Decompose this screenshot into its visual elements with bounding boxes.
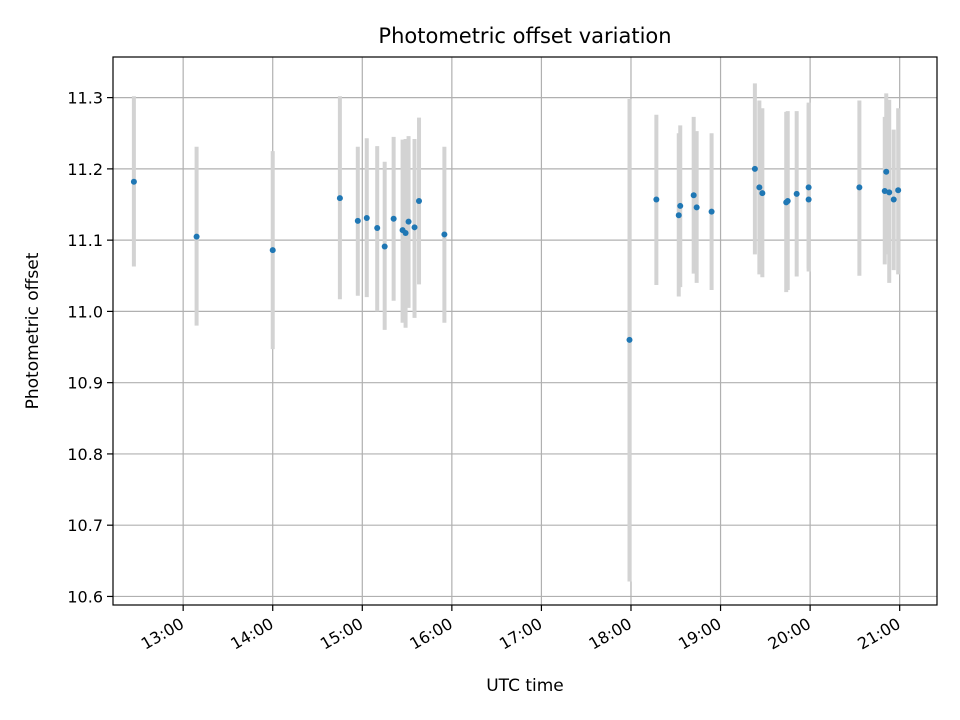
chart-title: Photometric offset variation [378,24,671,48]
data-point [653,196,660,203]
y-tick-label: 11.1 [67,231,103,250]
data-point [390,215,397,222]
data-points [130,165,902,343]
data-point [336,195,343,202]
data-point [856,184,863,191]
data-point [416,197,423,204]
data-point [411,224,418,231]
data-point [756,184,763,191]
data-point [626,336,633,343]
data-point [677,202,684,209]
data-point [193,233,200,240]
data-point [805,196,812,203]
data-point [441,231,448,238]
y-tick-label: 10.6 [67,587,103,606]
data-point [784,197,791,204]
x-axis-label: UTC time [486,676,564,696]
data-point [895,187,902,194]
y-tick-label: 11.2 [67,160,103,179]
data-point [886,189,893,196]
data-point [374,225,381,232]
data-point [690,192,697,199]
data-point [402,230,409,237]
data-point [675,212,682,219]
data-point [793,190,800,197]
data-point [363,215,370,222]
y-tick-label: 10.9 [67,374,103,393]
data-point [693,204,700,211]
data-point [751,165,758,172]
data-point [805,184,812,191]
data-point [759,190,766,197]
data-point [405,218,412,225]
y-tick-label: 10.8 [67,445,103,464]
data-point [354,217,361,224]
plot-frame [112,56,938,606]
data-point [883,168,890,175]
y-tick-label: 10.7 [67,516,103,535]
y-tick-label: 11.0 [67,302,103,321]
data-point [130,178,137,185]
data-point [381,243,388,250]
y-axis-label: Photometric offset [23,252,43,409]
data-point [269,247,276,254]
y-tick-label: 11.3 [67,89,103,108]
data-point [708,208,715,215]
data-point [890,196,897,203]
